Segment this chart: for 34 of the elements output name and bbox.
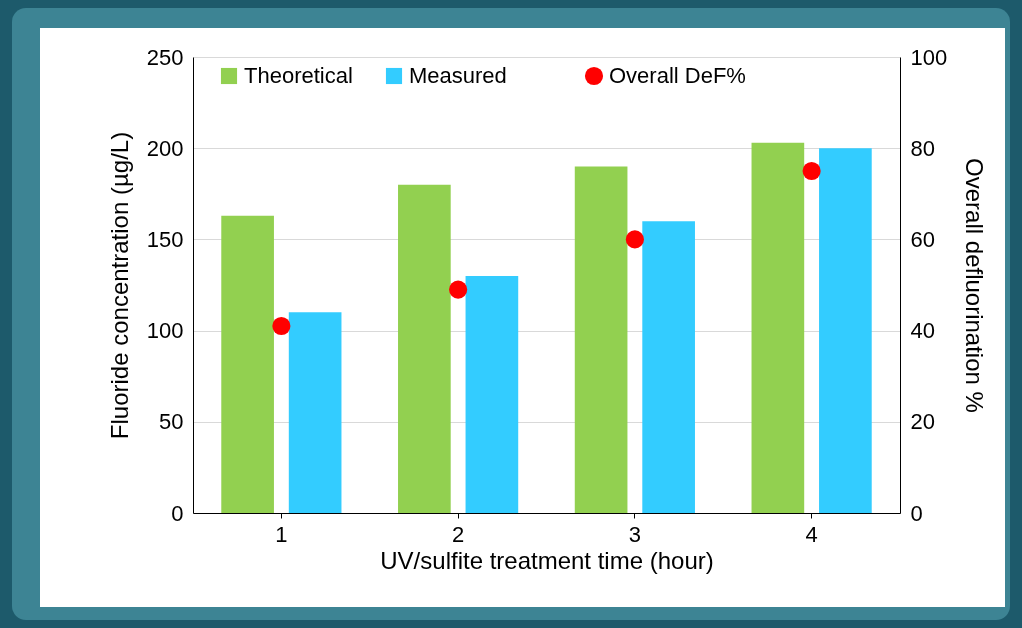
bar	[398, 184, 451, 513]
x-tick-label: 2	[452, 521, 465, 547]
y2-tick-label: 60	[910, 226, 935, 252]
bar	[574, 166, 628, 513]
bar	[288, 312, 342, 513]
point	[625, 230, 644, 249]
y-axis-title: Fluoride concentration (µg/L)	[105, 131, 133, 440]
x-tick-label: 4	[805, 521, 818, 547]
y2-tick-label: 80	[910, 135, 935, 161]
bar	[465, 275, 519, 513]
point	[449, 280, 468, 299]
point	[802, 161, 821, 181]
legend-label: Theoretical	[244, 63, 353, 88]
y2-tick-label: 100	[910, 44, 948, 70]
y2-tick-label: 20	[910, 409, 935, 435]
bar	[751, 142, 805, 513]
y-tick-label: 100	[146, 318, 184, 344]
y2-axis-title: Overall defluorination %	[961, 158, 989, 413]
y-tick-label: 250	[146, 44, 184, 70]
y-tick-label: 150	[146, 226, 184, 252]
y2-tick-label: 0	[910, 500, 923, 526]
point	[272, 316, 291, 336]
y-tick-label: 0	[171, 500, 184, 526]
legend-label: Measured	[409, 63, 507, 88]
x-tick-label: 1	[275, 521, 288, 547]
y-tick-label: 200	[146, 135, 184, 161]
bar	[221, 215, 274, 513]
bar	[819, 148, 872, 513]
y2-tick-label: 40	[910, 318, 935, 344]
bar	[642, 221, 695, 513]
legend-label: Overall DeF%	[609, 63, 746, 88]
x-tick-label: 3	[628, 521, 641, 547]
x-axis-title: UV/sulfite treatment time (hour)	[380, 546, 714, 574]
y-tick-label: 50	[159, 409, 184, 435]
